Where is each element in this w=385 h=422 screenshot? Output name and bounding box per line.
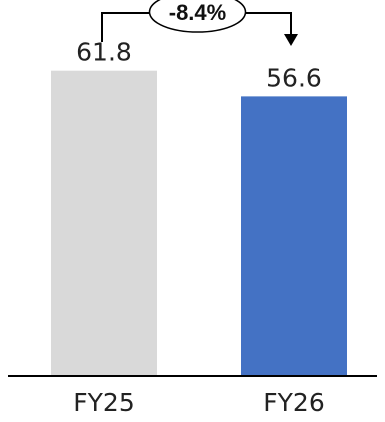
bar-fy25 — [51, 70, 157, 377]
data-label-fy25: 61.8 — [76, 38, 132, 67]
bars-group — [51, 70, 347, 377]
arrowhead-down-icon — [284, 34, 298, 46]
change-annotation: -8.4% — [101, 0, 298, 46]
data-label-fy26: 56.6 — [266, 63, 322, 92]
x-tick-label-fy25: FY25 — [73, 388, 134, 417]
change-percent-label: -8.4% — [169, 0, 226, 25]
labels-group: 61.8 FY25 56.6 FY26 — [73, 38, 324, 417]
bar-fy26 — [241, 96, 347, 377]
change-badge-ellipse — [148, 0, 247, 33]
x-tick-label-fy26: FY26 — [263, 388, 324, 417]
